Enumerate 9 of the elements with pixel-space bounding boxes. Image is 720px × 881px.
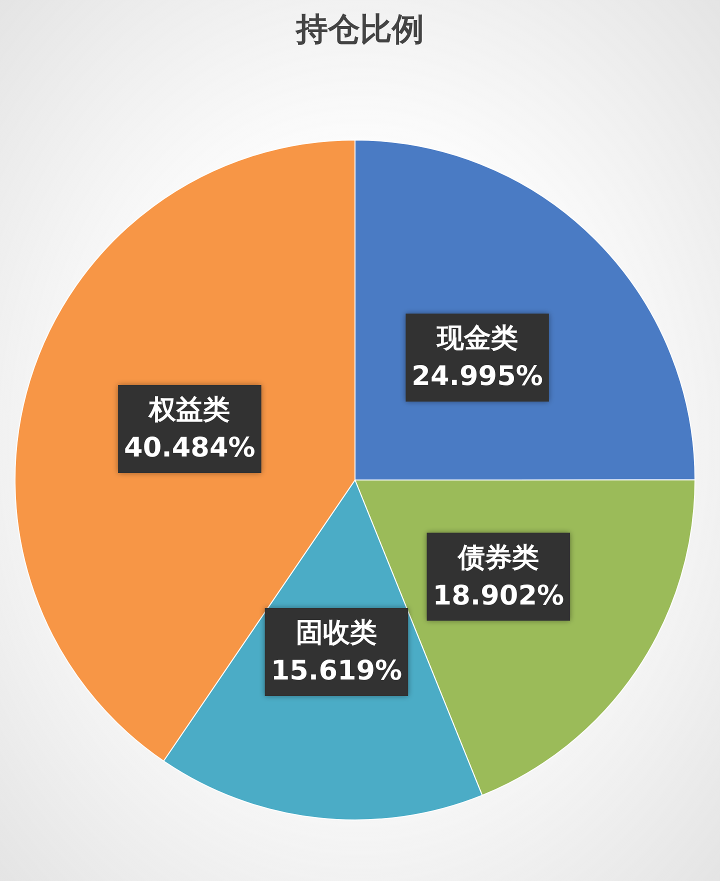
data-label: 40.484%: [124, 432, 256, 464]
slice-label: 现金类: [436, 323, 518, 354]
slice-label: 权益类: [148, 394, 230, 426]
slice-label: 债券类: [456, 542, 539, 574]
data-label: 15.619%: [270, 656, 402, 687]
data-label: 24.995%: [412, 361, 543, 392]
chart-title: 持仓比例: [295, 10, 424, 48]
slice-label: 固收类: [296, 618, 377, 649]
data-label: 18.902%: [432, 580, 564, 612]
